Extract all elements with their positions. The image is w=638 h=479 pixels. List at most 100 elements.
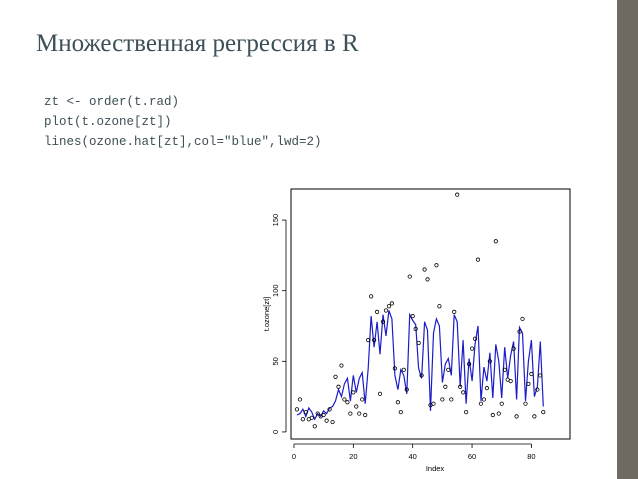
y-tick-label: 100 — [271, 284, 280, 297]
slide — [0, 0, 617, 479]
data-point — [398, 410, 403, 415]
data-point — [300, 417, 305, 422]
data-point — [496, 411, 501, 416]
data-point — [511, 346, 516, 351]
x-tick-label: 0 — [292, 452, 296, 461]
data-point — [374, 309, 380, 314]
data-point — [538, 373, 543, 378]
x-axis-label: Index — [426, 464, 445, 473]
data-point — [529, 371, 534, 377]
data-point — [303, 410, 308, 415]
data-point — [401, 367, 406, 372]
data-point — [351, 390, 356, 395]
data-point — [514, 414, 519, 419]
data-point — [541, 410, 546, 415]
slide-title: Множественная регрессия в R — [36, 30, 359, 57]
data-point — [348, 411, 353, 416]
data-point — [360, 397, 365, 402]
code-line-3: lines(ozone.hat[zt],col="blue",lwd=2) — [44, 135, 322, 149]
data-point — [532, 414, 537, 419]
data-point — [517, 329, 522, 334]
data-point — [437, 304, 442, 309]
data-point — [487, 359, 492, 364]
plot-frame — [290, 188, 571, 440]
data-point — [499, 401, 504, 406]
data-point — [484, 386, 489, 391]
ozone-scatter-plot: 0 20 40 60 80 0 50 100 150 Index t.ozone[zt] — [262, 188, 571, 473]
data-point — [345, 400, 350, 405]
data-point — [380, 319, 386, 324]
data-point — [449, 397, 454, 402]
data-point — [478, 401, 484, 406]
x-tick-label: 20 — [349, 452, 357, 461]
data-point — [466, 362, 472, 367]
code-line-1: zt <- order(t.rad) — [44, 95, 180, 109]
data-point — [354, 404, 359, 409]
data-point — [395, 400, 400, 405]
data-point — [336, 384, 341, 389]
slide-frame-bar — [617, 0, 638, 479]
x-tick-label: 60 — [468, 452, 476, 461]
data-point — [475, 257, 481, 262]
data-point — [416, 340, 421, 346]
data-point — [469, 346, 475, 351]
y-tick-label: 150 — [271, 214, 280, 227]
data-point — [493, 239, 498, 244]
data-point — [407, 274, 412, 279]
data-point — [366, 338, 371, 343]
data-point — [315, 411, 320, 416]
data-point — [333, 374, 338, 379]
y-axis-label: t.ozone[zt] — [262, 297, 271, 332]
code-line-2: plot(t.ozone[zt]) — [44, 115, 172, 129]
data-point — [324, 418, 329, 423]
data-point — [458, 384, 463, 389]
data-point — [377, 391, 383, 396]
y-tick-label: 50 — [271, 357, 280, 365]
data-point — [386, 304, 392, 309]
data-point — [413, 326, 418, 331]
x-tick-label: 40 — [409, 452, 417, 461]
data-point — [363, 412, 368, 418]
data-point — [508, 378, 513, 384]
data-point — [369, 294, 374, 299]
data-point — [434, 263, 439, 268]
data-point — [410, 314, 415, 319]
data-point — [472, 336, 478, 341]
data-point — [342, 397, 347, 402]
data-point — [455, 192, 460, 197]
data-point — [481, 397, 487, 402]
data-point — [392, 366, 397, 371]
data-point — [297, 397, 303, 402]
data-point — [372, 338, 377, 343]
data-point — [461, 390, 466, 395]
data-point — [404, 387, 409, 392]
data-point — [419, 373, 424, 378]
data-point — [440, 397, 445, 402]
data-point — [431, 401, 436, 406]
data-point — [383, 308, 389, 313]
data-point — [389, 301, 395, 306]
fitted-line — [296, 310, 544, 421]
data-point — [327, 407, 332, 412]
x-tick-label: 80 — [527, 452, 535, 461]
data-point — [357, 411, 362, 416]
data-point — [330, 419, 335, 425]
data-point — [425, 277, 430, 282]
data-point — [309, 415, 314, 420]
data-point — [321, 412, 326, 418]
data-point — [526, 381, 531, 387]
data-point — [523, 401, 528, 406]
data-point — [452, 309, 457, 314]
data-point — [520, 316, 525, 322]
y-tick-label: 0 — [271, 430, 280, 434]
data-point — [490, 412, 495, 418]
data-point — [339, 363, 344, 368]
data-point — [422, 267, 427, 272]
data-point — [464, 410, 469, 415]
data-point — [443, 384, 448, 389]
data-point — [294, 407, 300, 412]
data-point — [502, 367, 507, 372]
data-point — [312, 424, 317, 429]
data-point — [535, 387, 540, 392]
data-point — [446, 367, 451, 372]
